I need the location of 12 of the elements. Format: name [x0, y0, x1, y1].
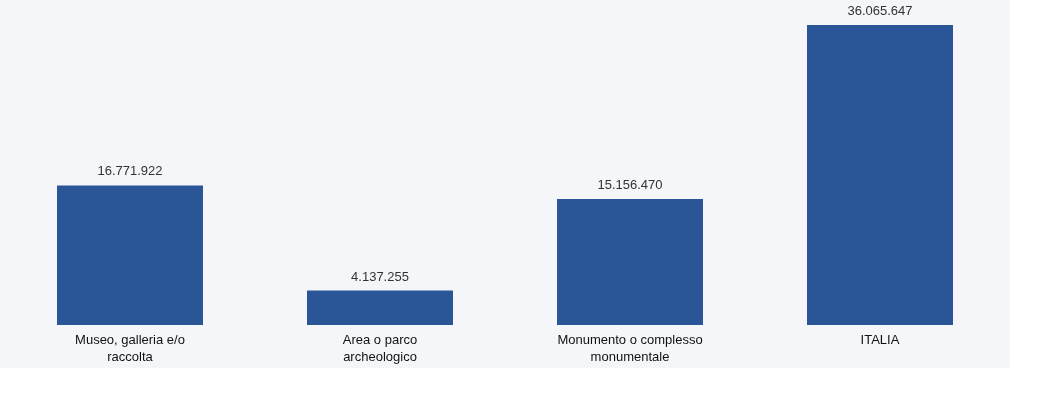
data-label: 36.065.647	[847, 3, 913, 18]
bar	[807, 25, 953, 325]
bar	[557, 198, 703, 325]
x-tick-label: Area o parco archeologico	[342, 331, 418, 364]
data-label: 4.137.255	[351, 268, 409, 284]
data-label: 15.156.470	[597, 176, 663, 192]
x-tick-label: Monumento o complesso monumentale	[557, 331, 703, 364]
data-label: 16.771.922	[97, 163, 163, 179]
bar	[307, 290, 453, 325]
x-tick-label: ITALIA	[860, 331, 900, 347]
x-tick-label: Museo, galleria e/o raccolta	[75, 331, 185, 364]
bar	[57, 185, 203, 325]
